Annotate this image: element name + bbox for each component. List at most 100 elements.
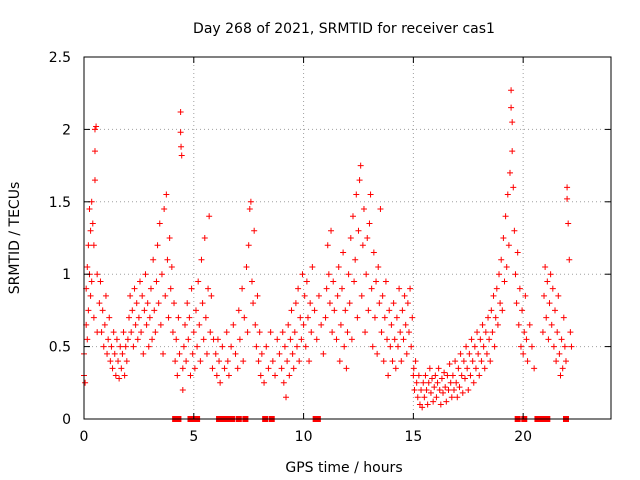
data-point (179, 387, 186, 394)
data-point (188, 285, 195, 292)
data-point (154, 242, 161, 249)
data-point (234, 365, 241, 372)
data-point (442, 384, 449, 391)
data-point (342, 307, 349, 314)
data-point (401, 292, 408, 299)
data-point (191, 365, 198, 372)
data-point (151, 307, 158, 314)
data-point (502, 213, 509, 220)
data-point (380, 358, 387, 365)
data-point (379, 292, 386, 299)
data-point (126, 314, 133, 321)
data-point (216, 358, 223, 365)
data-point (422, 372, 429, 379)
data-point (478, 358, 485, 365)
data-point (87, 227, 94, 234)
data-point (230, 321, 237, 328)
data-point (272, 372, 279, 379)
data-point (228, 343, 235, 350)
data-point (323, 285, 330, 292)
data-point (139, 292, 146, 299)
data-point (382, 278, 389, 285)
data-point (508, 104, 515, 111)
data-point (360, 206, 367, 213)
data-point (297, 314, 304, 321)
data-point (460, 358, 467, 365)
data-point (258, 350, 265, 357)
data-point (123, 358, 130, 365)
data-point (252, 321, 259, 328)
data-point (199, 300, 206, 307)
y-tick-label: 0.5 (49, 340, 71, 356)
data-point (320, 350, 327, 357)
data-point (555, 292, 562, 299)
data-point (108, 343, 115, 350)
data-point (150, 256, 157, 263)
data-point (454, 394, 461, 401)
data-point (493, 285, 500, 292)
x-tick-label: 5 (189, 429, 198, 445)
data-point (184, 300, 191, 307)
data-point (309, 263, 316, 270)
data-point (120, 329, 127, 336)
data-point (301, 292, 308, 299)
y-tick-label: 2.5 (49, 50, 71, 66)
data-point (167, 285, 174, 292)
data-point (102, 292, 109, 299)
data-point (427, 389, 434, 396)
data-point (145, 343, 152, 350)
data-point (519, 307, 526, 314)
data-point (524, 358, 531, 365)
data-point (564, 184, 571, 191)
data-point (492, 314, 499, 321)
data-point (419, 404, 426, 411)
data-point (344, 329, 351, 336)
y-tick-label: 1.5 (49, 195, 71, 211)
data-point (424, 401, 431, 408)
data-point (162, 292, 169, 299)
data-point (130, 343, 137, 350)
data-point (134, 336, 141, 343)
data-point (177, 129, 184, 136)
data-point (261, 379, 268, 386)
data-point (296, 358, 303, 365)
data-point (84, 263, 91, 270)
data-point (504, 191, 511, 198)
data-point (564, 195, 571, 202)
data-point (288, 307, 295, 314)
data-point (561, 343, 568, 350)
data-point (465, 387, 472, 394)
data-point (295, 285, 302, 292)
data-point (189, 350, 196, 357)
data-point (91, 126, 98, 133)
data-point (171, 300, 178, 307)
data-point (553, 358, 560, 365)
data-point (517, 343, 524, 350)
data-point (489, 329, 496, 336)
data-point (96, 300, 103, 307)
data-point (501, 278, 508, 285)
data-point (93, 123, 100, 130)
data-point (471, 343, 478, 350)
data-point (340, 249, 347, 256)
data-point (523, 336, 530, 343)
data-point (566, 256, 573, 263)
data-point (278, 365, 285, 372)
data-point (280, 379, 287, 386)
data-point (248, 278, 255, 285)
data-point (466, 350, 473, 357)
data-point (325, 271, 332, 278)
data-point (375, 263, 382, 270)
data-point (244, 329, 251, 336)
data-point (356, 177, 363, 184)
data-point (506, 169, 513, 176)
data-point (399, 307, 406, 314)
data-point (445, 387, 452, 394)
data-point (182, 321, 189, 328)
data-point (437, 401, 444, 408)
data-point (163, 191, 170, 198)
data-point (556, 350, 563, 357)
data-point (174, 372, 181, 379)
data-point (449, 372, 456, 379)
